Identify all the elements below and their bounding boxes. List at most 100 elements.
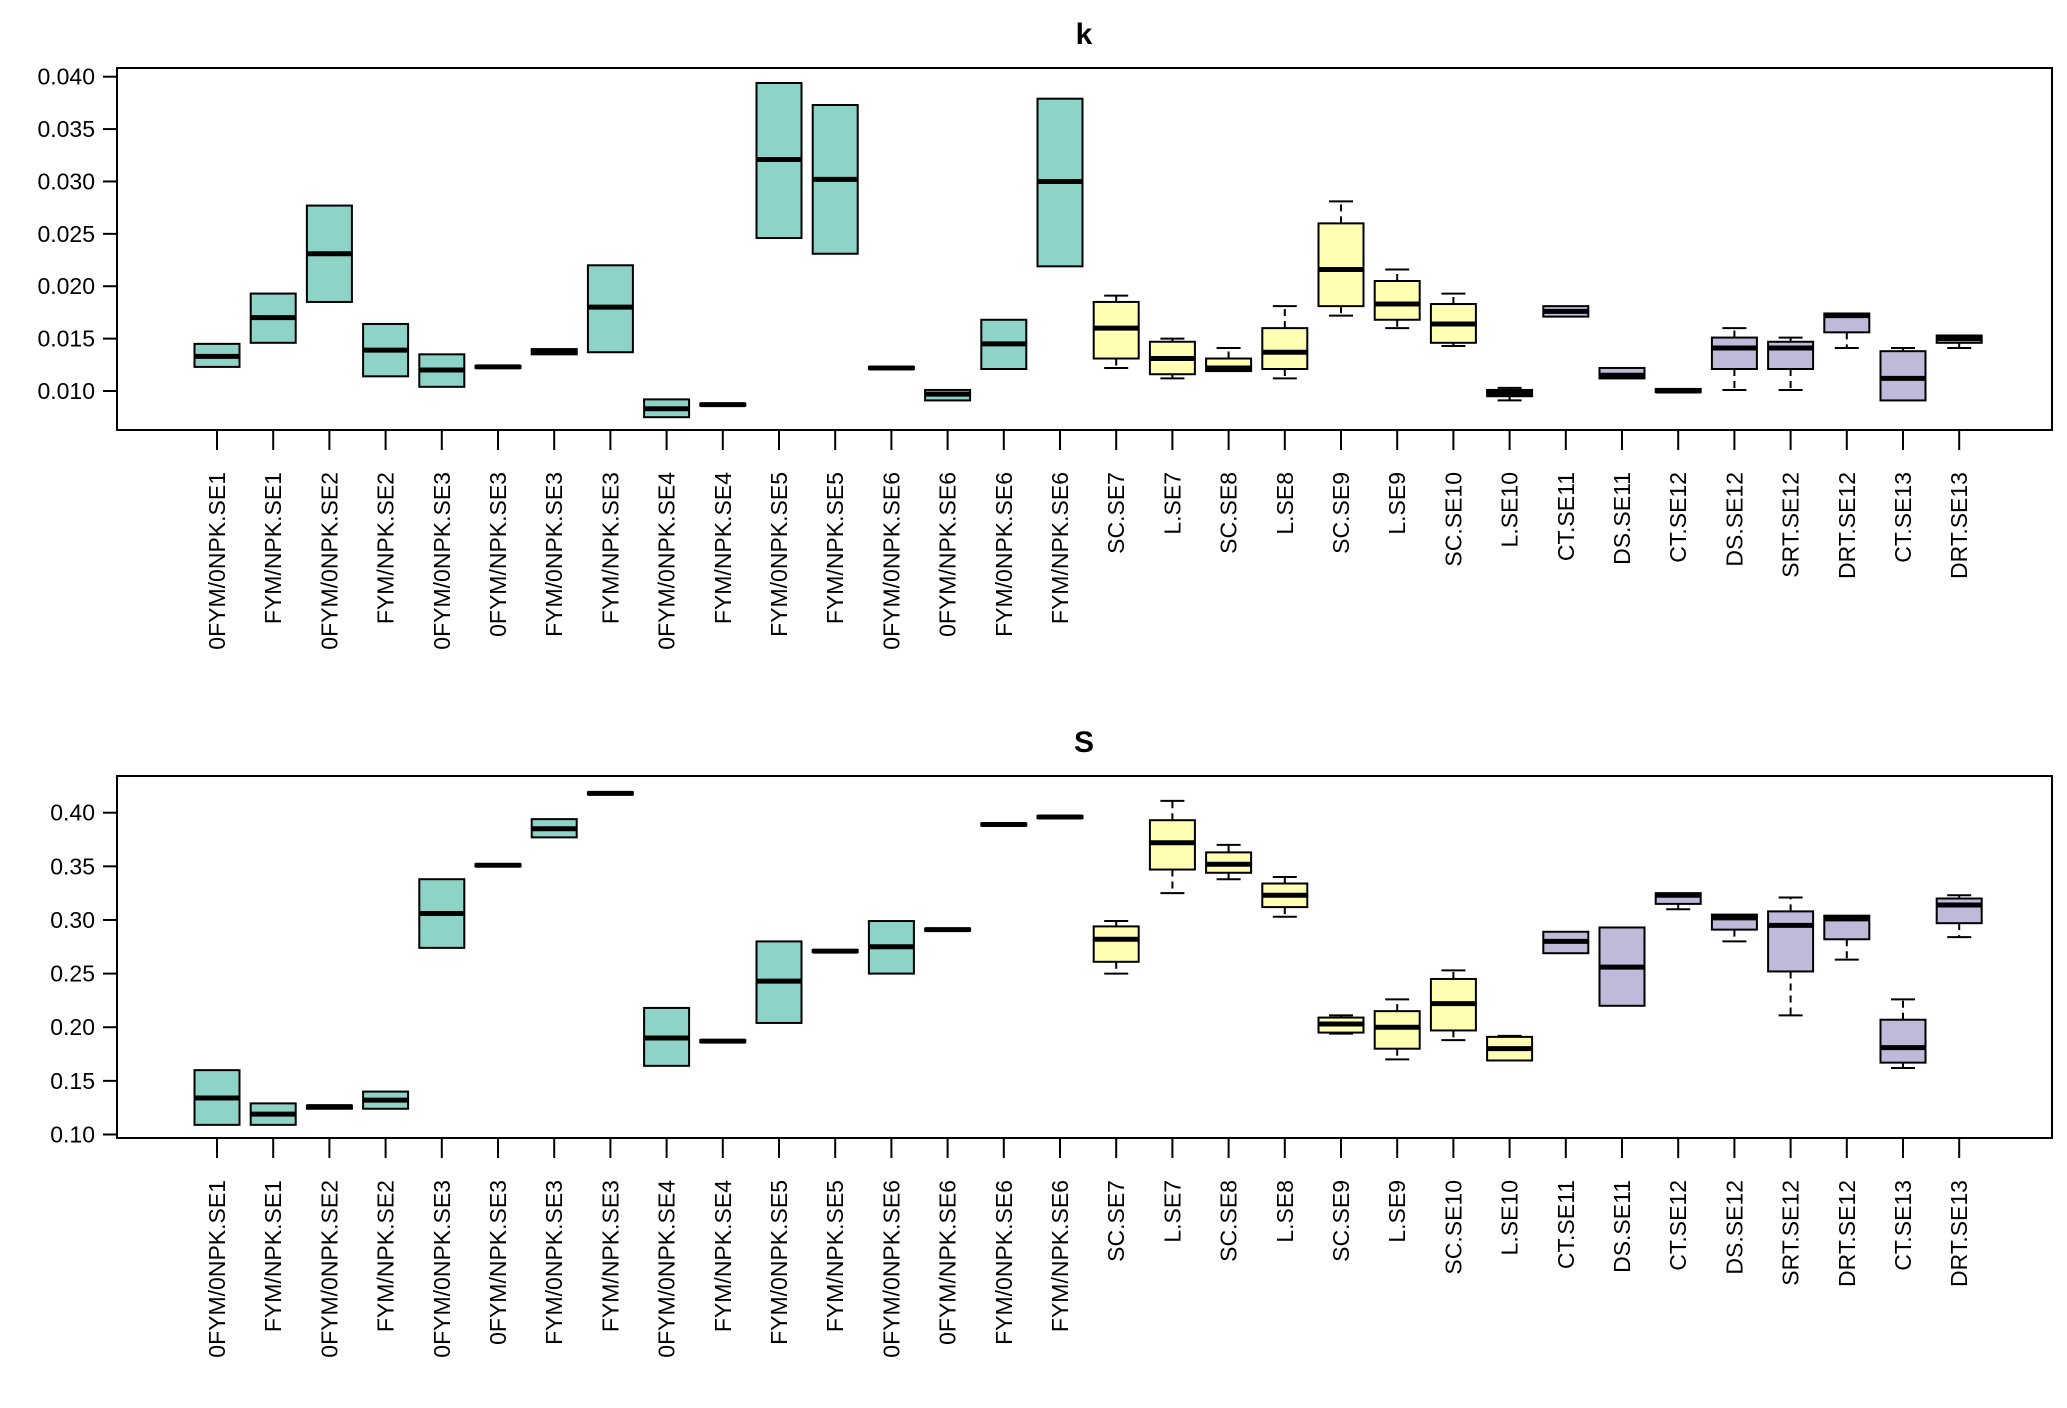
box-ds-se12 [1710, 913, 1758, 943]
x-tick-label: FYM/NPK.SE5 [822, 472, 848, 624]
y-tick-label: 0.15 [50, 1068, 95, 1094]
x-tick-label: FYM/NPK.SE3 [597, 472, 623, 624]
box-fym-0npk-se3 [530, 348, 578, 356]
box-0fym-npk-se6 [924, 388, 972, 402]
x-tick-label: FYM/NPK.SE2 [373, 472, 399, 624]
x-tick-label: 0FYM/0NPK.SE4 [654, 1180, 680, 1358]
box-iqr [1317, 222, 1365, 308]
box-iqr [1373, 279, 1421, 321]
x-tick-label: SC.SE9 [1328, 1180, 1354, 1262]
x-tick-label: L.SE10 [1497, 1180, 1523, 1255]
box-fym-npk-se5 [811, 948, 859, 954]
x-tick-label: SC.SE10 [1440, 1180, 1466, 1275]
chart-title-k: k [1076, 18, 1093, 51]
x-tick-label: 0FYM/NPK.SE3 [485, 472, 511, 637]
box-sc-se8 [1205, 843, 1253, 881]
box-sc-se7 [1092, 294, 1140, 369]
x-tick-label: 0FYM/0NPK.SE2 [316, 1180, 342, 1358]
box-fym-npk-se2 [362, 322, 410, 378]
box-l-se7 [1148, 799, 1196, 895]
x-tick-label: DS.SE12 [1721, 472, 1747, 567]
box-l-se7 [1148, 337, 1196, 380]
x-tick-label: FYM/NPK.SE5 [822, 1180, 848, 1332]
x-tick-label: SC.SE7 [1103, 472, 1129, 554]
box-0fym-0npk-se1 [193, 342, 241, 368]
x-tick-label: FYM/0NPK.SE5 [766, 472, 792, 637]
box-iqr [1710, 336, 1758, 370]
box-0fym-npk-se6 [924, 927, 972, 933]
box-fym-npk-se3 [586, 790, 634, 796]
y-tick-label: 0.025 [37, 221, 95, 247]
x-tick-label: 0FYM/0NPK.SE1 [204, 472, 230, 650]
box-ct-se11 [1542, 930, 1590, 955]
x-tick-label: L.SE9 [1384, 472, 1410, 535]
x-tick-label: CT.SE12 [1665, 472, 1691, 563]
x-tick-label: CT.SE11 [1553, 472, 1579, 561]
box-l-se9 [1373, 998, 1421, 1061]
x-tick-label: FYM/0NPK.SE6 [991, 1180, 1017, 1345]
x-tick-label: 0FYM/0NPK.SE6 [878, 1180, 904, 1358]
box-0fym-0npk-se2 [305, 1104, 353, 1110]
x-tick-label: L.SE8 [1272, 1180, 1298, 1243]
y-tick-label: 0.015 [37, 326, 95, 352]
x-tick-label: FYM/NPK.SE6 [1047, 1180, 1073, 1332]
chart-title-s: S [1074, 726, 1094, 759]
plot-frame [116, 67, 2053, 431]
box-ds-se11 [1598, 366, 1646, 380]
x-tick-label: FYM/NPK.SE6 [1047, 472, 1073, 624]
x-tick-label: 0FYM/0NPK.SE3 [429, 1180, 455, 1358]
y-tick-label: 0.010 [37, 378, 95, 404]
x-tick-label: SC.SE8 [1216, 472, 1242, 554]
box-fym-npk-se6 [1036, 97, 1084, 268]
x-tick-label: CT.SE12 [1665, 1180, 1691, 1271]
box-fym-npk-se4 [699, 1038, 747, 1044]
panel-s: S 0.10 0.15 0.20 0.25 0.30 0.35 0.40 0FYM/0NPK.… [50, 726, 2053, 1358]
box-fym-0npk-se5 [755, 940, 803, 1024]
box-0fym-0npk-se3 [418, 353, 466, 388]
x-tick-label: FYM/NPK.SE1 [260, 1180, 286, 1332]
x-tick-label: 0FYM/NPK.SE3 [485, 1180, 511, 1345]
box-fym-0npk-se5 [755, 81, 803, 240]
x-tick-label: CT.SE13 [1890, 1180, 1916, 1271]
box-0fym-0npk-se3 [418, 878, 466, 949]
x-tick-label: DRT.SE13 [1946, 472, 1972, 579]
x-tick-label: SRT.SE12 [1778, 472, 1804, 578]
box-drt-se13 [1935, 894, 1983, 939]
box-0fym-npk-se3 [474, 862, 522, 868]
box-fym-npk-se1 [249, 292, 297, 344]
x-tick-label: L.SE10 [1497, 472, 1523, 547]
box-sc-se10 [1429, 292, 1477, 347]
x-tick-label: FYM/0NPK.SE3 [541, 472, 567, 637]
box-iqr [1261, 327, 1309, 370]
box-0fym-0npk-se6 [867, 365, 915, 371]
y-tick-label: 0.030 [37, 168, 95, 194]
x-tick-label: 0FYM/0NPK.SE2 [316, 472, 342, 650]
x-tick-label: FYM/0NPK.SE6 [991, 472, 1017, 637]
box-fym-npk-se3 [586, 264, 634, 354]
y-tick-label: 0.35 [50, 853, 95, 879]
panel-k: k 0.010 0.015 0.020 0.025 0.030 0.035 0.040 0FY… [37, 18, 2053, 650]
box-fym-0npk-se6 [980, 821, 1028, 827]
box-ct-se13 [1879, 998, 1927, 1069]
box-fym-npk-se5 [811, 103, 859, 255]
box-iqr [1935, 897, 1983, 925]
y-tick-label: 0.30 [50, 907, 95, 933]
box-sc-se9 [1317, 200, 1365, 317]
box-fym-npk-se1 [249, 1102, 297, 1126]
x-tick-label: FYM/NPK.SE3 [597, 1180, 623, 1332]
x-tick-label: 0FYM/0NPK.SE4 [654, 472, 680, 650]
box-sc-se9 [1317, 1014, 1365, 1035]
x-tick-label: FYM/NPK.SE1 [260, 472, 286, 624]
box-drt-se12 [1823, 312, 1871, 350]
box-0fym-0npk-se1 [193, 1069, 241, 1126]
box-iqr [1823, 914, 1871, 941]
x-tick-label: CT.SE11 [1553, 1180, 1579, 1269]
box-iqr [1767, 910, 1815, 973]
x-tick-label: CT.SE13 [1890, 472, 1916, 563]
x-tick-label: FYM/NPK.SE4 [710, 1180, 736, 1332]
box-fym-npk-se4 [699, 402, 747, 408]
box-fym-0npk-se3 [530, 818, 578, 839]
box-l-se8 [1261, 305, 1309, 380]
x-tick-label: SC.SE9 [1328, 472, 1354, 554]
